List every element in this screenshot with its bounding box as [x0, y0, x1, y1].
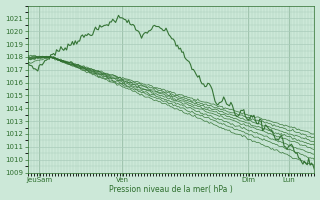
X-axis label: Pression niveau de la mer( hPa ): Pression niveau de la mer( hPa ) [109, 185, 233, 194]
